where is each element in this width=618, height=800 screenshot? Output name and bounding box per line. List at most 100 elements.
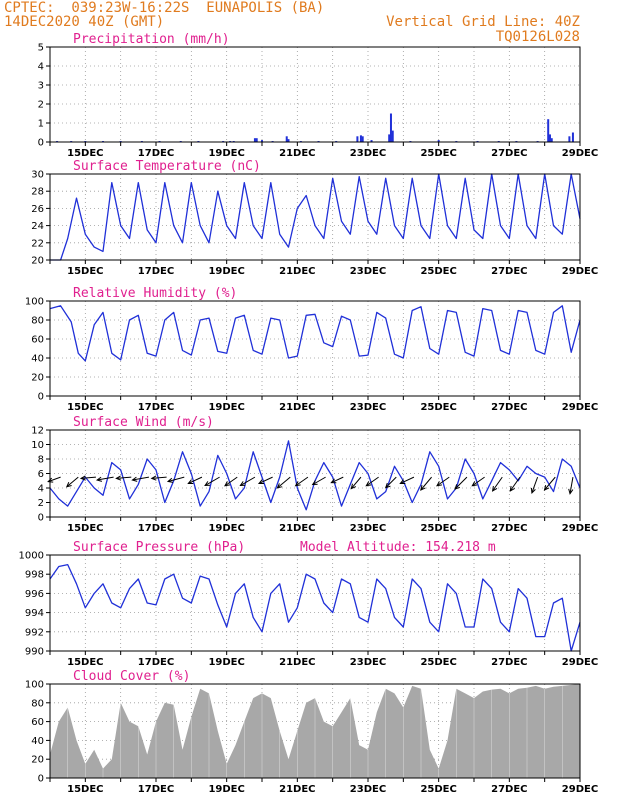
wind-arrow-head bbox=[47, 477, 54, 483]
wind-arrow bbox=[384, 476, 397, 489]
x-tick-label: 25DEC bbox=[420, 402, 456, 413]
wind-arrow bbox=[131, 476, 150, 482]
x-tick-label: 27DEC bbox=[491, 148, 527, 159]
x-tick-label: 29DEC bbox=[562, 523, 598, 534]
wind-arrow bbox=[350, 476, 362, 490]
x-tick-label: 27DEC bbox=[491, 784, 527, 795]
wind-arrow bbox=[543, 476, 556, 491]
wind-arrow-shaft bbox=[454, 476, 468, 490]
wind-arrow-shaft bbox=[204, 476, 220, 486]
y-tick-label: 992 bbox=[25, 627, 44, 638]
y-tick-label: 0 bbox=[38, 392, 44, 403]
y-tick-label: 26 bbox=[31, 204, 44, 215]
precip-bar bbox=[253, 138, 256, 142]
wind-arrow bbox=[311, 476, 326, 486]
wind-arrow bbox=[257, 476, 273, 484]
wind-arrow bbox=[79, 475, 96, 481]
x-tick-label: 23DEC bbox=[350, 402, 386, 413]
wind-arrow-head bbox=[420, 484, 426, 491]
precip-bar bbox=[356, 136, 359, 142]
wind-arrow-shaft bbox=[509, 476, 521, 492]
wind-arrow bbox=[276, 476, 291, 489]
wind-arrow-shaft bbox=[295, 476, 309, 487]
x-tick-label: 25DEC bbox=[420, 784, 456, 795]
y-tick-label: 8 bbox=[38, 455, 44, 466]
wind-frame bbox=[49, 429, 581, 518]
wind-arrow bbox=[420, 476, 432, 491]
wind-arrow-head bbox=[166, 477, 174, 483]
y-tick-label: 12 bbox=[31, 426, 44, 437]
y-tick-label: 0 bbox=[38, 138, 44, 149]
x-tick-label: 27DEC bbox=[491, 266, 527, 277]
y-tick-label: 998 bbox=[25, 570, 44, 581]
x-tick-label: 15DEC bbox=[67, 402, 103, 413]
precip-bar bbox=[437, 140, 440, 142]
wind-arrow bbox=[95, 476, 114, 482]
x-tick-label: 27DEC bbox=[491, 657, 527, 668]
y-tick-label: 5 bbox=[38, 43, 44, 54]
precip-bar bbox=[547, 119, 550, 142]
y-tick-label: 990 bbox=[25, 647, 44, 658]
precip-panel: 0 1 2 3 4 5 15DEC 17DEC 19DEC 21DEC 23DEC 25DEC 27DE… bbox=[38, 32, 599, 159]
wind-arrow-head bbox=[276, 483, 283, 489]
wind-arrow-head bbox=[454, 484, 460, 490]
wind-arrow bbox=[471, 476, 485, 487]
y-tick-label: 28 bbox=[31, 187, 44, 198]
wind-arrow-shaft bbox=[96, 476, 114, 481]
wind-arrow-shaft bbox=[132, 476, 150, 481]
wind-arrow bbox=[568, 477, 574, 495]
y-tick-label: 24 bbox=[31, 221, 44, 232]
wind-arrow bbox=[330, 476, 344, 484]
x-tick-label: 23DEC bbox=[350, 266, 386, 277]
x-tick-label: 17DEC bbox=[138, 784, 174, 795]
x-tick-label: 23DEC bbox=[350, 148, 386, 159]
x-tick-label: 23DEC bbox=[350, 523, 386, 534]
precip-bar bbox=[388, 134, 391, 142]
wind-arrow-shaft bbox=[80, 476, 96, 479]
precip-title: Precipitation (mm/h) bbox=[73, 32, 230, 47]
wind-arrow-head bbox=[150, 475, 157, 481]
x-tick-label: 19DEC bbox=[208, 657, 244, 668]
header-datetime: 14DEC2020 40Z (GMT) bbox=[4, 14, 165, 30]
x-tick-label: 19DEC bbox=[208, 148, 244, 159]
cloud-title: Cloud Cover (%) bbox=[73, 669, 190, 684]
x-tick-label: 25DEC bbox=[420, 266, 456, 277]
precip-bar bbox=[361, 136, 364, 142]
wind-arrow bbox=[454, 476, 468, 490]
wind-arrow-head bbox=[79, 475, 86, 481]
rh-series-line bbox=[49, 305, 581, 362]
pres-series-line bbox=[49, 563, 581, 652]
wind-arrow bbox=[150, 475, 167, 481]
x-tick-label: 29DEC bbox=[562, 148, 598, 159]
rh-frame bbox=[49, 300, 581, 397]
wind-arrow-head bbox=[95, 476, 103, 482]
wind-arrow bbox=[491, 476, 503, 492]
wind-arrow bbox=[399, 476, 415, 484]
wind-arrow-shaft bbox=[350, 476, 362, 489]
y-tick-label: 40 bbox=[31, 354, 44, 365]
y-tick-label: 20 bbox=[31, 373, 44, 384]
wind-arrow-shaft bbox=[240, 476, 256, 486]
wind-arrow-shaft bbox=[385, 476, 397, 489]
wind-arrow bbox=[224, 476, 238, 487]
wind-arrow-head bbox=[311, 480, 318, 486]
x-tick-label: 23DEC bbox=[350, 784, 386, 795]
y-tick-label: 20 bbox=[31, 755, 44, 766]
x-tick-label: 21DEC bbox=[279, 148, 315, 159]
x-tick-label: 29DEC bbox=[562, 657, 598, 668]
precip-bar bbox=[287, 139, 290, 142]
wind-arrow-head bbox=[257, 479, 264, 484]
x-tick-label: 15DEC bbox=[67, 523, 103, 534]
x-tick-label: 19DEC bbox=[208, 402, 244, 413]
y-tick-label: 100 bbox=[25, 297, 44, 308]
wind-arrow bbox=[204, 476, 220, 487]
cloud-panel: 0 20 40 60 80 100 15DEC 17DEC 19DEC 21DEC 23DEC 25D… bbox=[25, 669, 598, 795]
wind-arrow-head bbox=[224, 481, 230, 487]
wind-arrow-head bbox=[530, 487, 536, 494]
x-tick-label: 27DEC bbox=[491, 402, 527, 413]
wind-arrow bbox=[530, 476, 539, 494]
precip-bar bbox=[261, 140, 263, 142]
y-tick-label: 996 bbox=[25, 589, 44, 600]
pres-title: Surface Pressure (hPa) bbox=[73, 540, 245, 555]
wind-arrow-shaft bbox=[366, 476, 379, 487]
